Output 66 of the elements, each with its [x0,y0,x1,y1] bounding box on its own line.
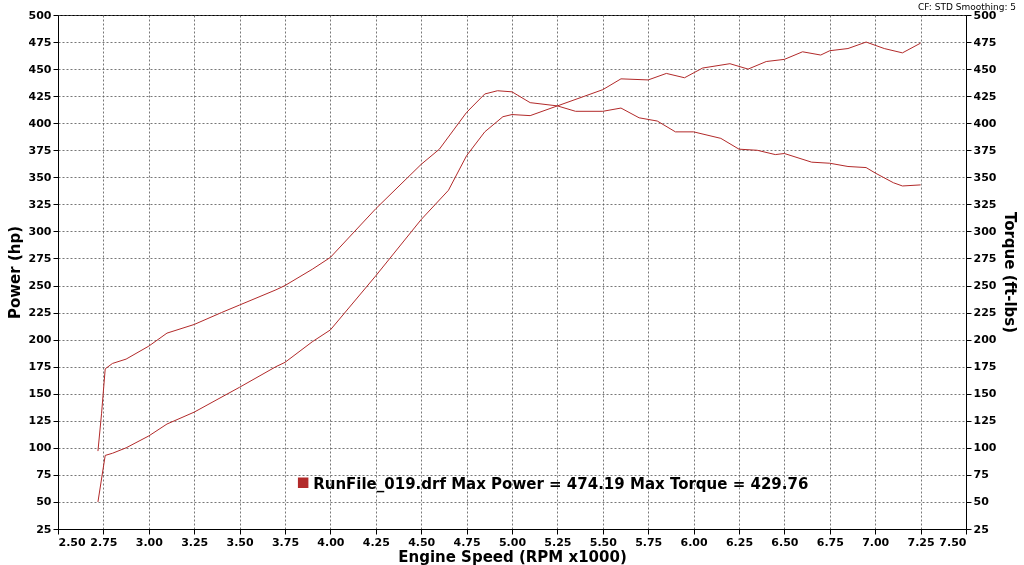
y2-tick-label: 100 [973,441,997,455]
y-tick-label: 225 [28,306,52,320]
y-tick-label: 125 [28,414,52,428]
y-tick-label: 25 [36,522,52,536]
y-tick-label: 475 [28,35,52,49]
x-tick-label: 5.00 [498,535,527,549]
y2-tick-label: 325 [973,197,997,211]
y-tick-label: 200 [28,333,52,347]
x-axis-title: Engine Speed (RPM x1000) [398,547,627,565]
y-tick-label: 400 [28,116,52,130]
y2-axis-title: Torque (ft-lbs) [1001,211,1020,334]
y-tick-label: 300 [28,224,52,238]
y2-tick-label: 400 [973,116,997,130]
x-tick-label: 5.25 [544,535,572,549]
y2-tick-label: 75 [973,468,989,482]
y-tick-label: 75 [36,468,52,482]
y2-tick-label: 300 [973,224,997,238]
x-tick-label: 7.25 [907,535,935,549]
x-tick-label: 4.50 [408,535,436,549]
y2-tick-label: 125 [973,414,997,428]
y-tick-label: 275 [28,251,52,265]
x-tick-label: 7.50 [939,535,967,549]
x-tick-label: 2.50 [58,535,86,549]
legend-label: RunFile_019.drf Max Power = 474.19 Max Torque = 429.76 [313,474,809,493]
y2-tick-label: 50 [973,495,990,509]
y2-tick-label: 150 [973,387,997,401]
y2-tick-label: 250 [973,279,997,293]
y-tick-label: 175 [28,360,52,374]
y-tick-label: 100 [28,441,52,455]
y2-tick-label: 350 [973,170,997,184]
x-tick-label: 3.50 [226,535,255,549]
y2-tick-label: 175 [973,360,997,374]
x-tick-label: 5.50 [589,535,618,549]
y-axis-title: Power (hp) [5,225,24,320]
y-tick-label: 150 [28,387,52,401]
y-tick-label: 350 [28,170,52,184]
x-tick-label: 2.75 [90,535,118,549]
y2-tick-label: 450 [973,62,997,76]
y2-tick-label: 375 [973,143,997,157]
x-tick-label: 6.75 [816,535,844,549]
y2-tick-label: 275 [973,251,997,265]
x-tick-label: 3.00 [135,535,164,549]
x-tick-label: 3.25 [181,535,209,549]
line-series [97,41,922,503]
text: CF: STD Smoothing: 5 [918,2,1016,12]
x-tick-label: 5.75 [635,535,663,549]
y-tick-label: 50 [36,495,52,509]
y-tick-label: 250 [28,279,52,293]
x-tick-label: 6.25 [725,535,754,549]
y-tick-label: 425 [28,89,52,103]
y2-tick-label: 475 [973,35,997,49]
x-tick-label: 6.50 [771,535,799,549]
x-tick-label: 4.00 [317,535,345,549]
y2-tick-label: 25 [973,522,989,536]
y-tick-label: 500 [28,8,52,22]
x-tick-label: 4.25 [362,535,390,549]
y2-tick-label: 200 [973,333,997,347]
y-tick-label: 325 [28,197,52,211]
y2-tick-label: 225 [973,306,997,320]
x-tick-label: 4.75 [453,535,481,549]
y2-tick-label: 425 [973,89,997,103]
x-tick-label: 7.00 [862,535,890,549]
y-tick-label: 375 [28,143,52,157]
x-tick-label: 6.00 [680,535,709,549]
x-tick-label: 3.75 [271,535,300,549]
y-tick-label: 450 [28,62,52,76]
